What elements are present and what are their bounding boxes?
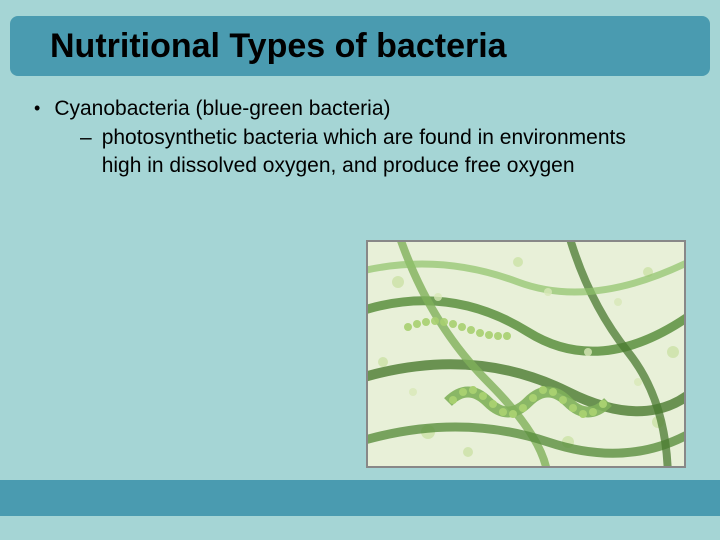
bullet-l2-text: photosynthetic bacteria which are found … <box>102 124 662 179</box>
cyanobacteria-image <box>366 240 686 468</box>
cyanobacteria-micrograph-svg <box>368 242 686 468</box>
dash-marker: – <box>80 124 92 179</box>
bullet-level-2: – photosynthetic bacteria which are foun… <box>30 124 690 179</box>
bullet-l1-text: Cyanobacteria (blue-green bacteria) <box>54 95 390 122</box>
bullet-level-1: • Cyanobacteria (blue-green bacteria) <box>30 95 690 122</box>
footer-bar <box>0 480 720 516</box>
slide-body: • Cyanobacteria (blue-green bacteria) – … <box>30 95 690 179</box>
bullet-marker: • <box>34 95 40 122</box>
slide-title: Nutritional Types of bacteria <box>50 27 507 66</box>
title-bar: Nutritional Types of bacteria <box>10 16 710 76</box>
